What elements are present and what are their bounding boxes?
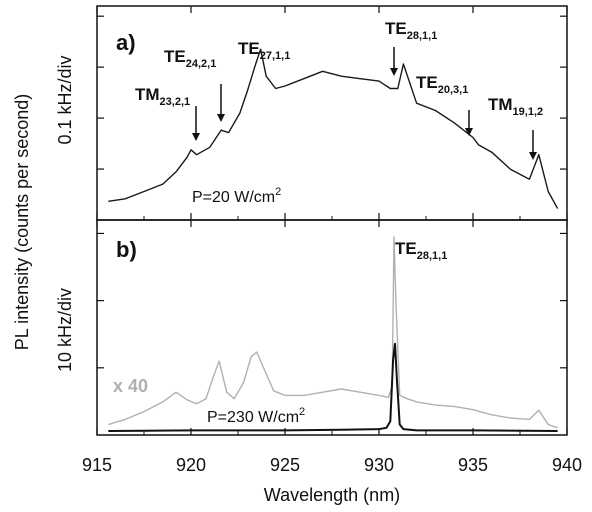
x-tick-label-5: 940	[552, 455, 582, 475]
panel-label-a: a)	[116, 30, 136, 55]
panel-label-b: b)	[116, 237, 137, 262]
mode-label-5: TM19,1,2	[488, 95, 543, 118]
x-axis-label: Wavelength (nm)	[264, 485, 400, 505]
mode-arrowhead-1	[217, 114, 225, 122]
mode-arrowhead-4	[465, 128, 473, 136]
x-tick-label-3: 930	[364, 455, 394, 475]
power-label-a: P=20 W/cm2	[192, 186, 281, 206]
mode-label-1: TE24,2,1	[164, 47, 216, 70]
mode-label-sub-5: 19,1,2	[513, 106, 544, 118]
peak-label-b-sub: 28,1,1	[417, 250, 448, 262]
mode-arrowhead-0	[192, 133, 200, 141]
mode-label-2: TE27,1,1	[238, 39, 290, 62]
power-label-b: P=230 W/cm2	[207, 406, 305, 426]
mode-label-sub-4: 20,3,1	[438, 84, 469, 96]
mode-label-sub-1: 24,2,1	[186, 58, 217, 70]
panel-b-frame	[96, 219, 568, 436]
mode-arrowhead-3	[390, 68, 398, 76]
mode-label-3: TE28,1,1	[385, 19, 437, 42]
panel-b-y-axis-label: 10 kHz/div	[55, 288, 75, 372]
panel-a-y-axis-label: 0.1 kHz/div	[55, 55, 75, 144]
mode-arrowhead-5	[529, 152, 537, 160]
mode-label-sub-3: 28,1,1	[407, 30, 438, 42]
power-label-b-sup: 2	[299, 406, 305, 418]
series-b-0	[108, 236, 558, 429]
multiplier-label: x 40	[113, 376, 148, 396]
power-label-a-sup: 2	[275, 186, 281, 198]
plot-layer: 915 920 925 930 935 940 a) b) TM23,2,1 TE24,2,1 TE…	[82, 6, 582, 475]
mode-label-sub-2: 27,1,1	[260, 50, 291, 62]
mode-label-0: TM23,2,1	[135, 85, 190, 108]
shared-y-axis-label: PL intensity (counts per second)	[12, 94, 32, 350]
mode-label-sub-0: 23,2,1	[160, 96, 191, 108]
peak-label-b: TE28,1,1	[395, 239, 447, 262]
series-b-1	[108, 342, 558, 432]
series-a-0	[108, 48, 559, 209]
mode-label-4: TE20,3,1	[416, 73, 468, 96]
x-tick-label-0: 915	[82, 455, 112, 475]
x-tick-label-4: 935	[458, 455, 488, 475]
x-tick-label-2: 925	[270, 455, 300, 475]
x-tick-label-1: 920	[176, 455, 206, 475]
